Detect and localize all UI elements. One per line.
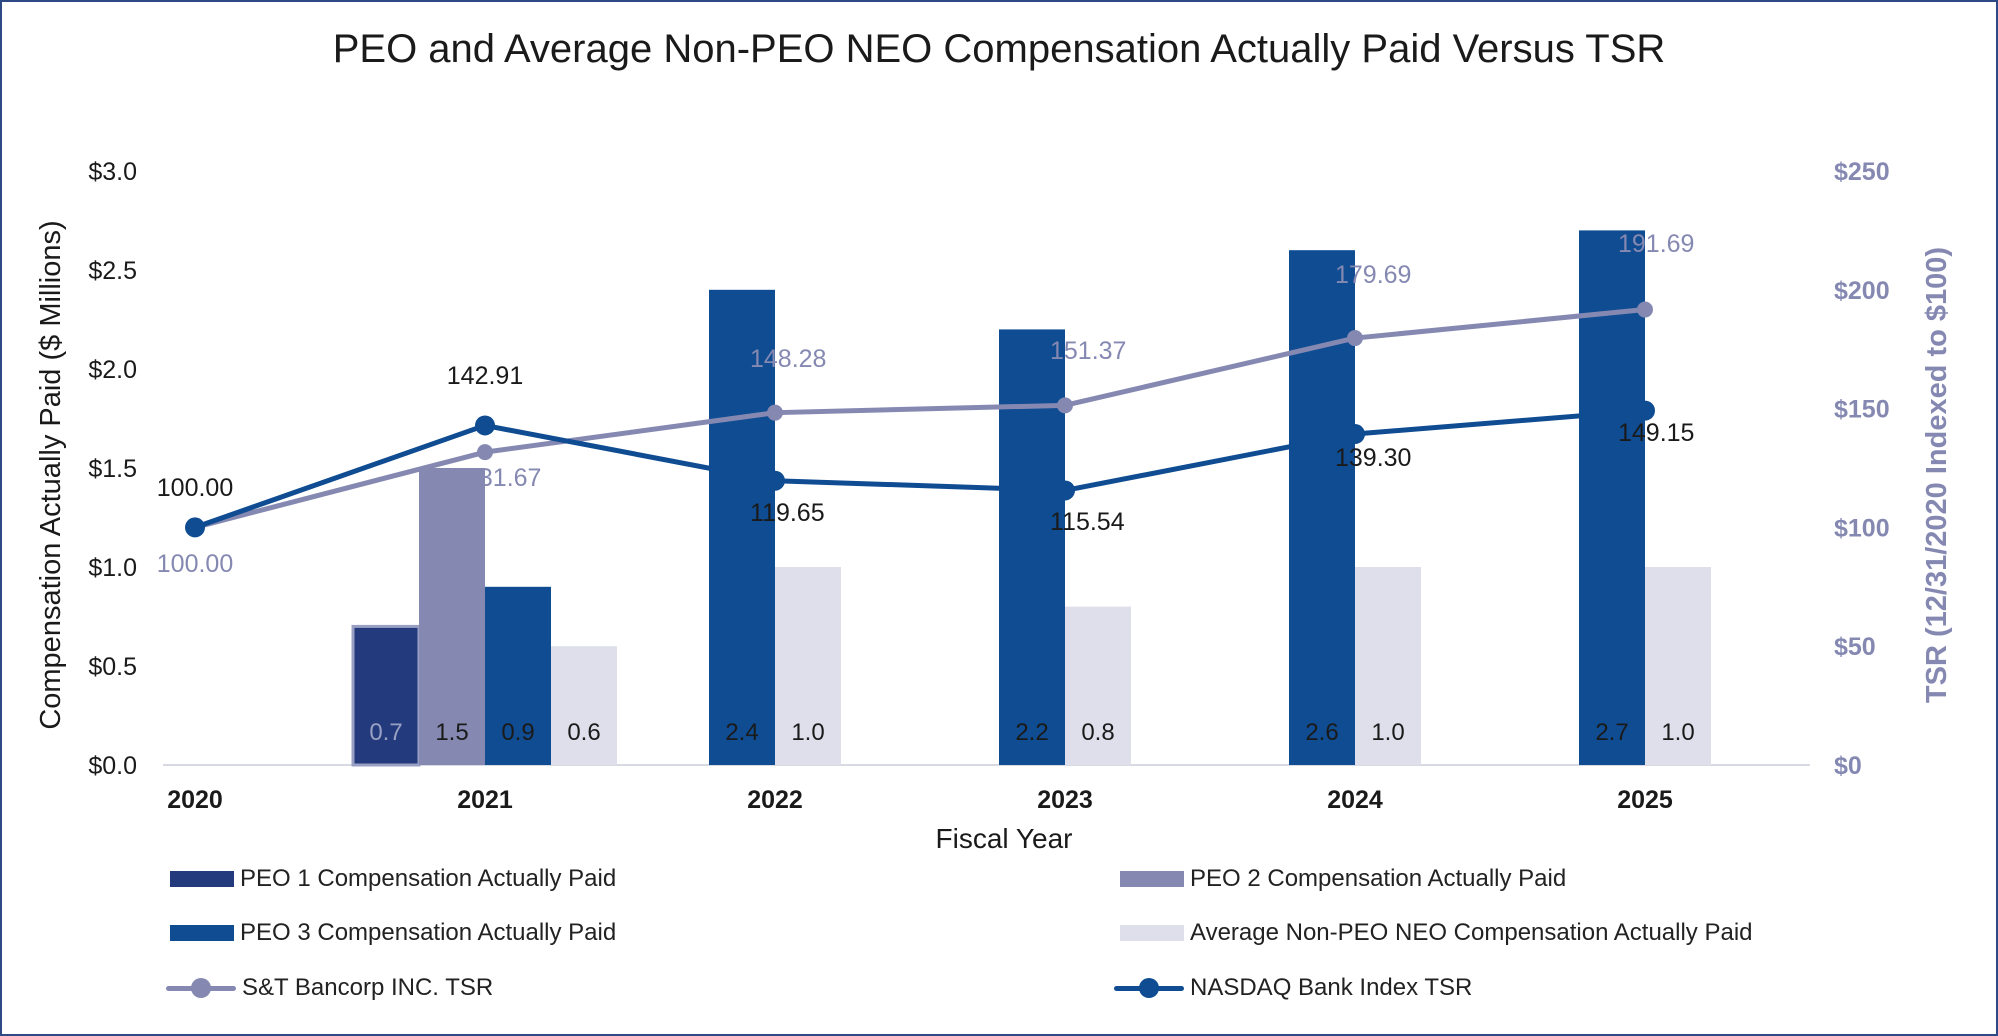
legend-label-peo2: PEO 2 Compensation Actually Paid <box>1190 865 1567 892</box>
bar-peo-3-compensation-actually-paid <box>1579 230 1645 765</box>
bar-data-label: 1.0 <box>1661 719 1694 746</box>
bar-average-non-peo-neo-compensation-actually-paid <box>551 646 617 765</box>
y2-axis-label: TSR (12/31/2020 Indexed to $100) <box>1921 247 1953 703</box>
legend-swatch-peo3 <box>170 925 234 941</box>
bar-average-non-peo-neo-compensation-actually-paid <box>1645 567 1711 765</box>
y2-tick-label: $200 <box>1834 277 1890 305</box>
y-axis-label: Compensation Actually Paid ($ Millions) <box>35 220 67 729</box>
nasdaq-tsr-data-label: 115.54 <box>1050 508 1125 536</box>
marker-nasdaq-tsr <box>1055 480 1075 501</box>
bar-data-label: 0.6 <box>567 719 600 746</box>
legend-label-peo1: PEO 1 Compensation Actually Paid <box>240 865 617 892</box>
y2-tick-label: $50 <box>1834 633 1876 661</box>
x-tick-label: 2023 <box>1037 786 1093 814</box>
x-tick-label: 2020 <box>167 786 223 814</box>
bar-data-label: 2.4 <box>725 719 758 746</box>
legend-swatch-st-tsr <box>166 973 236 1003</box>
bar-peo-1-compensation-actually-paid <box>351 624 421 767</box>
marker-st-tsr <box>767 404 783 421</box>
line-nasdaq-tsr <box>194 408 1646 530</box>
x-tick-label: 2025 <box>1617 786 1673 814</box>
st-tsr-data-label: 191.69 <box>1618 230 1694 258</box>
marker-nasdaq-tsr <box>185 517 205 538</box>
y-tick-label: $0.5 <box>88 653 137 681</box>
st-tsr-data-label: 151.37 <box>1050 337 1126 365</box>
marker-nasdaq-tsr <box>1345 424 1365 445</box>
bar-data-label: 1.5 <box>435 719 468 746</box>
legend-item-peo1[interactable]: PEO 1 Compensation Actually Paid <box>170 864 616 894</box>
bar-data-label: 2.2 <box>1015 719 1048 746</box>
nasdaq-tsr-data-label: 119.65 <box>750 499 825 527</box>
bar-peo-3-compensation-actually-paid <box>709 289 775 765</box>
marker-st-tsr <box>1347 330 1363 347</box>
legend-swatch-peo2 <box>1120 871 1184 887</box>
st-tsr-data-label: 100.00 <box>157 550 233 578</box>
bar-data-label: 1.0 <box>791 719 824 746</box>
st-tsr-data-label: 179.69 <box>1335 261 1411 289</box>
y-tick-label: $2.0 <box>88 356 137 384</box>
line-st-tsr <box>194 307 1646 530</box>
legend-item-avg[interactable]: Average Non-PEO NEO Compensation Actuall… <box>1120 918 1753 948</box>
legend-item-st-tsr[interactable]: S&T Bancorp INC. TSR <box>166 973 493 1003</box>
legend-item-peo2[interactable]: PEO 2 Compensation Actually Paid <box>1120 864 1566 894</box>
bar-average-non-peo-neo-compensation-actually-paid <box>1065 606 1131 765</box>
marker-nasdaq-tsr <box>765 470 785 491</box>
marker-st-tsr <box>1637 301 1653 318</box>
x-axis-label: Fiscal Year <box>936 823 1073 854</box>
legend-item-nasdaq-tsr[interactable]: NASDAQ Bank Index TSR <box>1114 973 1472 1003</box>
bar-average-non-peo-neo-compensation-actually-paid <box>775 567 841 765</box>
st-tsr-data-label: 131.67 <box>465 464 541 492</box>
legend-label-nasdaq-tsr: NASDAQ Bank Index TSR <box>1190 974 1473 1001</box>
bar-data-label: 2.6 <box>1305 719 1338 746</box>
nasdaq-tsr-data-label: 100.00 <box>157 474 233 502</box>
legend-label-peo3: PEO 3 Compensation Actually Paid <box>240 919 617 946</box>
y2-tick-label: $150 <box>1834 396 1890 424</box>
y-tick-label: $1.5 <box>88 455 137 483</box>
bar-peo-2-compensation-actually-paid <box>419 468 485 765</box>
y-tick-label: $1.0 <box>88 554 137 582</box>
nasdaq-tsr-data-label: 149.15 <box>1618 419 1694 447</box>
y2-tick-label: $0 <box>1834 752 1862 780</box>
marker-st-tsr <box>477 444 493 461</box>
legend-item-peo3[interactable]: PEO 3 Compensation Actually Paid <box>170 918 616 948</box>
marker-nasdaq-tsr <box>475 415 495 436</box>
legend-label-st-tsr: S&T Bancorp INC. TSR <box>242 974 494 1001</box>
y-tick-label: $2.5 <box>88 257 137 285</box>
legend-swatch-avg <box>1120 925 1184 941</box>
plot-area: $0.0 $0.5 $1.0 $1.5 $2.0 $2.5 $3.0 $0 $50 $100 $15… <box>88 158 1889 814</box>
bar-data-label: 0.8 <box>1081 719 1114 746</box>
legend-swatch-peo1 <box>170 871 234 887</box>
x-tick-label: 2021 <box>457 786 513 814</box>
bar-data-label: 0.9 <box>501 719 534 746</box>
nasdaq-tsr-data-label: 142.91 <box>447 362 523 390</box>
y-tick-label: $3.0 <box>88 158 137 186</box>
marker-nasdaq-tsr <box>1635 400 1655 421</box>
y2-tick-label: $250 <box>1834 158 1890 186</box>
y-tick-label: $0.0 <box>88 752 137 780</box>
legend-swatch-nasdaq-tsr <box>1114 973 1184 1003</box>
bar-data-label: 1.0 <box>1371 719 1404 746</box>
bar-data-label: 2.7 <box>1595 719 1628 746</box>
bar-data-label: 0.7 <box>369 719 402 746</box>
marker-st-tsr <box>1057 397 1073 414</box>
bar-peo-3-compensation-actually-paid <box>1289 250 1355 765</box>
chart-title: PEO and Average Non-PEO NEO Compensation… <box>333 27 1666 71</box>
bar-peo-3-compensation-actually-paid <box>999 329 1065 765</box>
nasdaq-tsr-data-label: 139.30 <box>1335 444 1411 472</box>
x-tick-label: 2022 <box>747 786 803 814</box>
st-tsr-data-label: 148.28 <box>750 345 826 373</box>
bar-average-non-peo-neo-compensation-actually-paid <box>1355 567 1421 765</box>
y2-tick-label: $100 <box>1834 514 1890 542</box>
x-tick-label: 2024 <box>1327 786 1383 814</box>
bar-peo-3-compensation-actually-paid <box>485 586 551 765</box>
legend-label-avg: Average Non-PEO NEO Compensation Actuall… <box>1190 919 1753 946</box>
